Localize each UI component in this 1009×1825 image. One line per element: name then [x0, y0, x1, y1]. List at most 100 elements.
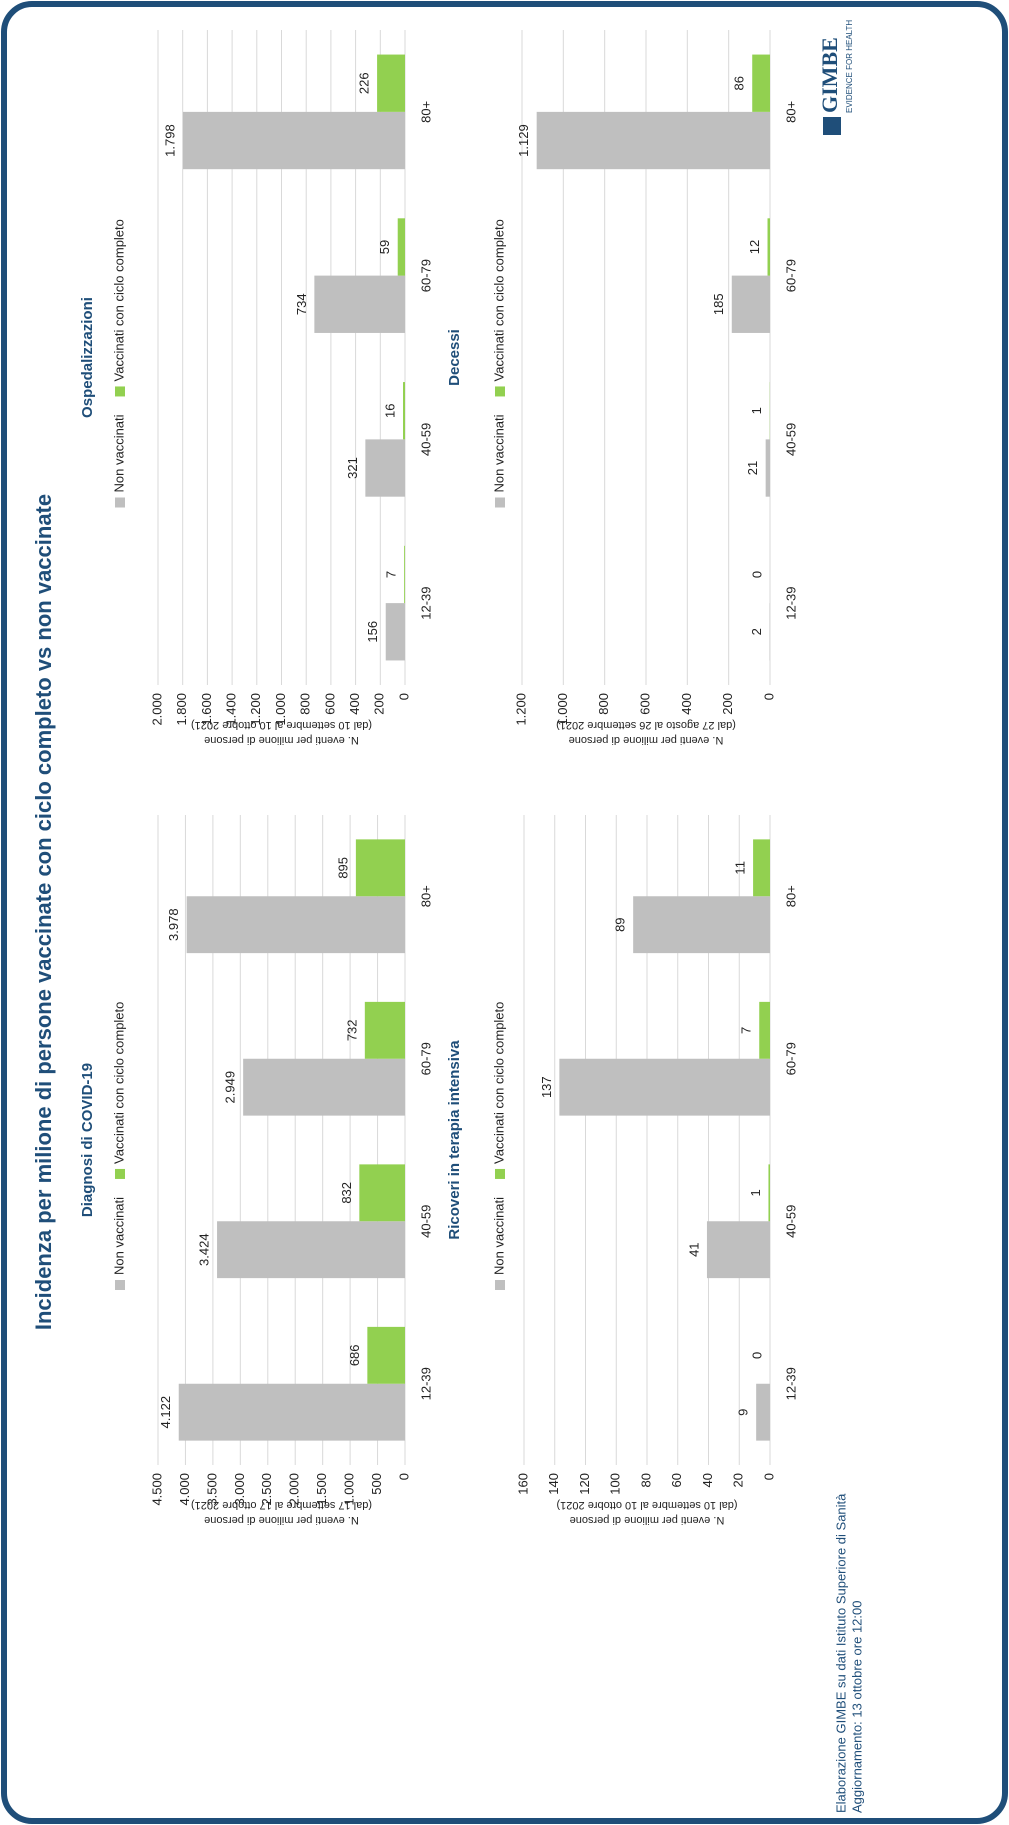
chart-title: Ricoveri in terapia intensiva — [446, 1040, 463, 1240]
bar — [385, 603, 406, 661]
value-label: 832 — [339, 1182, 354, 1204]
y-tick-label: 160 — [515, 1473, 530, 1495]
bar — [364, 1001, 405, 1059]
main-title: Incidenza per milione di persone vaccina… — [31, 494, 56, 1330]
y-axis-title: N. eventi per milione di persone — [204, 1514, 359, 1526]
bar — [404, 545, 405, 604]
legend-label: Non vaccinati — [111, 1197, 126, 1275]
value-label: 3.978 — [166, 908, 181, 941]
value-label: 3.424 — [196, 1233, 211, 1266]
bar — [377, 54, 405, 112]
y-tick-label: 0 — [761, 1473, 776, 1480]
x-tick-label: 60-79 — [783, 259, 798, 292]
bar — [753, 839, 771, 897]
bar — [182, 111, 405, 170]
bar — [731, 275, 770, 333]
bar — [217, 1221, 405, 1279]
x-tick-label: 60-79 — [783, 1042, 798, 1075]
bar — [768, 1164, 771, 1222]
chart-title: Diagnosi di COVID-19 — [79, 1063, 96, 1217]
y-tick-label: 1.000 — [342, 1473, 357, 1506]
value-label: 1 — [749, 407, 764, 414]
y-tick-label: 1.800 — [174, 693, 189, 726]
legend-label: Non vaccinati — [491, 1197, 506, 1275]
value-label: 21 — [745, 461, 760, 475]
y-tick-label: 0 — [761, 693, 776, 700]
bar — [243, 1058, 405, 1116]
value-label: 0 — [749, 571, 764, 578]
y-tick-label: 120 — [577, 1473, 592, 1495]
value-label: 137 — [539, 1076, 554, 1098]
value-label: 1.798 — [162, 124, 177, 157]
y-axis-title: N. eventi per milione di persone — [570, 1514, 725, 1526]
y-tick-label: 400 — [347, 693, 362, 715]
bar — [767, 218, 771, 276]
legend-swatch — [495, 1168, 505, 1179]
bar — [367, 1326, 405, 1384]
y-tick-label: 1.500 — [314, 1473, 329, 1506]
legend-label: Vaccinati con ciclo completo — [491, 219, 506, 381]
y-tick-label: 200 — [372, 693, 387, 715]
legend-swatch — [115, 1280, 125, 1290]
y-tick-label: 1.200 — [248, 693, 263, 726]
bar — [559, 1058, 770, 1116]
value-label: 7 — [739, 1027, 754, 1034]
x-tick-label: 40-59 — [418, 1205, 433, 1238]
bar — [759, 1001, 770, 1059]
bar — [178, 1383, 405, 1441]
bar — [756, 1383, 770, 1441]
value-label: 4.122 — [158, 1396, 173, 1429]
bar — [314, 275, 406, 333]
y-tick-label: 0 — [396, 1473, 411, 1480]
y-tick-label: 3.000 — [232, 1473, 247, 1506]
value-label: 1.129 — [516, 124, 531, 157]
value-label: 9 — [736, 1409, 751, 1416]
value-label: 321 — [345, 457, 360, 479]
value-label: 1 — [748, 1189, 763, 1196]
y-tick-label: 500 — [369, 1473, 384, 1495]
value-label: 185 — [711, 293, 726, 315]
x-tick-label: 40-59 — [783, 1205, 798, 1238]
bar — [765, 439, 770, 497]
chart-title: Ospedalizzazioni — [79, 297, 96, 418]
y-tick-label: 2.500 — [259, 1473, 274, 1506]
legend-label: Non vaccinati — [111, 414, 126, 492]
y-tick-label: 2.000 — [287, 1473, 302, 1506]
y-tick-label: 140 — [546, 1473, 561, 1495]
x-tick-label: 80+ — [418, 101, 433, 123]
y-tick-label: 1.000 — [273, 693, 288, 726]
legend-label: Vaccinati con ciclo completo — [111, 1002, 126, 1164]
y-tick-label: 600 — [322, 693, 337, 715]
y-axis-title: (dal 10 settembre al 10 ottobre 2021) — [191, 719, 372, 731]
legend-label: Vaccinati con ciclo completo — [491, 1002, 506, 1164]
logo: GIMBE — [817, 37, 842, 113]
x-tick-label: 40-59 — [418, 423, 433, 456]
legend-swatch — [495, 386, 505, 397]
value-label: 41 — [686, 1242, 701, 1256]
y-tick-label: 1.000 — [555, 693, 570, 726]
y-tick-label: 800 — [298, 693, 313, 715]
legend-swatch — [495, 1280, 505, 1290]
value-label: 734 — [294, 293, 309, 315]
x-tick-label: 60-79 — [418, 259, 433, 292]
bar — [706, 1221, 771, 1279]
y-tick-label: 4.000 — [177, 1473, 192, 1506]
y-tick-label: 40 — [700, 1473, 715, 1487]
bar — [365, 439, 406, 497]
value-label: 12 — [747, 240, 762, 254]
x-tick-label: 80+ — [783, 101, 798, 123]
value-label: 7 — [384, 571, 399, 578]
y-tick-label: 0 — [396, 693, 411, 700]
value-label: 895 — [335, 857, 350, 879]
bar — [536, 111, 770, 170]
value-label: 59 — [377, 240, 392, 254]
x-tick-label: 12-39 — [783, 587, 798, 620]
value-label: 686 — [347, 1344, 362, 1366]
value-label: 86 — [732, 76, 747, 90]
x-tick-label: 12-39 — [418, 587, 433, 620]
y-axis-title: (dal 27 agosto al 26 settembre 2021) — [556, 719, 736, 731]
footer: Aggiornamento: 13 ottobre ore 12:00 — [849, 1601, 864, 1813]
